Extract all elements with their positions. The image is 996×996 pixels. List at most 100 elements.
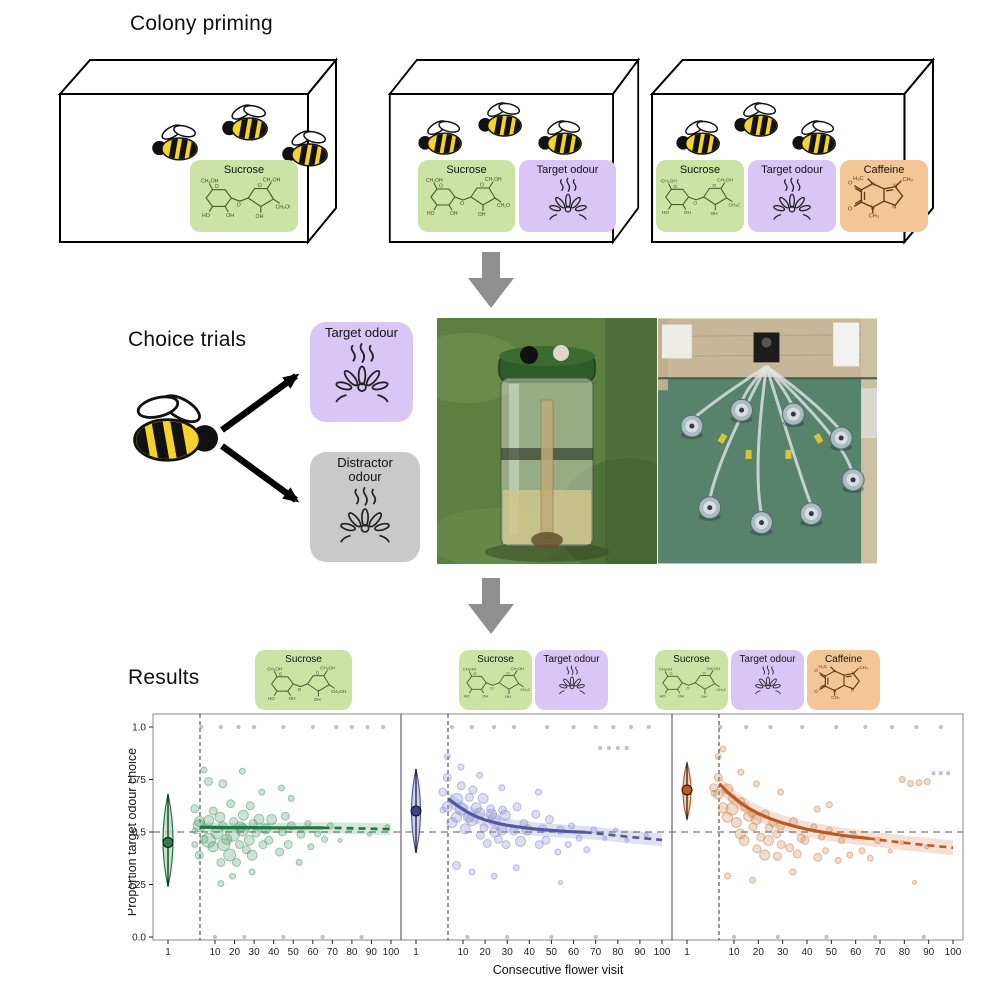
svg-text:50: 50 xyxy=(826,947,838,958)
bee-icon xyxy=(220,102,274,144)
panel3-condition-chip-sucrose: Sucrose xyxy=(655,650,728,710)
results-chart: 1 10 20 30 40 50 60 70 80 90 100 1 10 20 30 40 50 60 70 80 9… xyxy=(128,713,964,977)
fit-line-solid xyxy=(718,783,870,840)
flower-odour-icon xyxy=(339,485,391,543)
target-odour-choice-chip: Target odour xyxy=(310,322,413,422)
flower-odour-icon xyxy=(334,342,389,404)
sucrose-structure-icon xyxy=(461,665,530,699)
panel3-condition-chip-caffeine: Caffeine xyxy=(807,650,880,710)
chip-label: Target odour xyxy=(761,164,823,176)
bee-icon xyxy=(150,122,204,164)
colony-box-sucrose-target-caffeine: Sucrose Target odour Caffeine xyxy=(650,56,935,246)
chip-label: Target odour xyxy=(325,325,398,340)
down-arrow-icon xyxy=(468,578,514,634)
target-odour-feeder-chip: Target odour xyxy=(748,160,836,232)
colony-box-sucrose-target: Sucrose Target odour xyxy=(388,56,640,246)
svg-text:0.5: 0.5 xyxy=(132,828,146,839)
svg-text:70: 70 xyxy=(590,947,602,958)
svg-text:1: 1 xyxy=(684,947,690,958)
fit-line-solid xyxy=(447,797,587,834)
results-panel-1: 1 10 20 30 40 50 60 70 80 90 100 xyxy=(162,714,400,958)
colony-priming-title: Colony priming xyxy=(130,12,273,35)
chip-label: Target odour xyxy=(536,164,599,176)
bee-icon xyxy=(476,100,528,140)
svg-text:40: 40 xyxy=(268,947,280,958)
svg-text:20: 20 xyxy=(753,947,765,958)
violin-mean-point xyxy=(410,805,422,817)
chip-label: Target odour xyxy=(543,654,600,665)
feeder-jar-illustration xyxy=(437,318,657,564)
choice-trials-title: Choice trials xyxy=(128,328,247,351)
scatter-points xyxy=(709,724,951,940)
svg-text:40: 40 xyxy=(801,947,813,958)
sucrose-structure-icon xyxy=(200,176,290,219)
caffeine-structure-icon xyxy=(813,665,869,699)
svg-text:1.0: 1.0 xyxy=(132,723,146,734)
sucrose-structure-icon xyxy=(424,176,510,217)
svg-text:100: 100 xyxy=(654,947,671,958)
svg-text:100: 100 xyxy=(945,947,962,958)
svg-text:100: 100 xyxy=(383,947,400,958)
down-arrow-icon xyxy=(468,252,514,308)
chip-label: Sucrose xyxy=(673,654,710,665)
fit-line-dashed xyxy=(867,837,954,850)
svg-text:30: 30 xyxy=(249,947,261,958)
chip-label: Caffeine xyxy=(863,164,905,176)
caffeine-structure-icon xyxy=(847,176,914,219)
chip-label: Sucrose xyxy=(285,654,322,665)
sucrose-structure-icon xyxy=(266,665,346,701)
chip-label: Distractor odour xyxy=(337,455,393,485)
flight-arena-illustration xyxy=(658,318,877,564)
svg-text:0.75: 0.75 xyxy=(128,775,146,786)
scatter-points xyxy=(190,724,390,940)
flower-odour-icon xyxy=(754,665,781,695)
panel2-condition-chip-target: Target odour xyxy=(535,650,608,710)
svg-text:30: 30 xyxy=(777,947,789,958)
results-panel-3: 1 10 20 30 40 50 60 70 80 90 100 xyxy=(681,714,962,958)
fit-ribbon xyxy=(720,776,953,856)
distractor-odour-choice-chip: Distractor odour xyxy=(310,452,420,562)
bee-icon xyxy=(674,118,726,158)
sucrose-feeder-chip: Sucrose xyxy=(190,160,298,232)
chip-label: Caffeine xyxy=(824,654,863,665)
feeder-jar-photo xyxy=(437,318,657,564)
svg-text:90: 90 xyxy=(634,947,646,958)
results-panel-2: 1 10 20 30 40 50 60 70 80 90 100 xyxy=(410,714,671,958)
svg-text:60: 60 xyxy=(307,947,319,958)
svg-text:80: 80 xyxy=(346,947,358,958)
bee-icon xyxy=(732,100,784,140)
svg-text:1: 1 xyxy=(165,947,171,958)
choice-arrows xyxy=(220,373,300,503)
colony-box-sucrose: Sucrose xyxy=(58,56,338,246)
bee-icon xyxy=(536,118,588,158)
chip-label: Target odour xyxy=(739,654,796,665)
svg-text:1: 1 xyxy=(413,947,419,958)
fit-line-solid xyxy=(199,825,325,830)
x-axis-title: Consecutive flower visit xyxy=(493,963,624,977)
fit-line-dashed xyxy=(322,826,392,831)
svg-text:30: 30 xyxy=(502,947,514,958)
bee-icon xyxy=(416,118,468,158)
sucrose-structure-icon xyxy=(660,177,740,217)
svg-text:70: 70 xyxy=(874,947,886,958)
fit-ribbon xyxy=(449,792,662,847)
results-title: Results xyxy=(128,666,200,689)
panel2-condition-chip-sucrose: Sucrose xyxy=(459,650,532,710)
panel1-condition-chip-sucrose: Sucrose xyxy=(255,650,352,710)
svg-text:50: 50 xyxy=(288,947,300,958)
chip-label: Sucrose xyxy=(477,654,514,665)
svg-text:60: 60 xyxy=(850,947,862,958)
svg-text:60: 60 xyxy=(568,947,580,958)
svg-text:80: 80 xyxy=(612,947,624,958)
svg-text:10: 10 xyxy=(728,947,740,958)
chip-label: Sucrose xyxy=(679,164,721,176)
chip-label: Sucrose xyxy=(223,164,265,176)
panel3-condition-chip-target: Target odour xyxy=(731,650,804,710)
target-odour-feeder-chip: Target odour xyxy=(519,160,616,232)
svg-text:50: 50 xyxy=(546,947,558,958)
svg-text:20: 20 xyxy=(480,947,492,958)
svg-text:80: 80 xyxy=(899,947,911,958)
sucrose-feeder-chip: Sucrose xyxy=(418,160,515,232)
caffeine-feeder-chip: Caffeine xyxy=(840,160,928,232)
sucrose-structure-icon xyxy=(657,665,726,699)
